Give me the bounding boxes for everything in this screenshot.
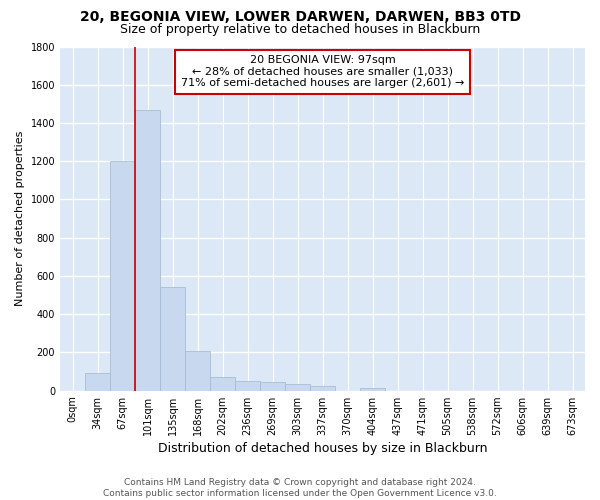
Bar [185,352,210,391]
Bar [85,372,110,390]
Bar [110,161,135,390]
Bar [285,384,310,390]
Bar [235,381,260,390]
Y-axis label: Number of detached properties: Number of detached properties [15,131,25,306]
Bar [260,382,285,390]
Bar [160,288,185,391]
Bar [360,388,385,390]
Bar [310,386,335,390]
Text: Contains HM Land Registry data © Crown copyright and database right 2024.
Contai: Contains HM Land Registry data © Crown c… [103,478,497,498]
Bar [135,110,160,390]
X-axis label: Distribution of detached houses by size in Blackburn: Distribution of detached houses by size … [158,442,487,455]
Text: 20, BEGONIA VIEW, LOWER DARWEN, DARWEN, BB3 0TD: 20, BEGONIA VIEW, LOWER DARWEN, DARWEN, … [79,10,521,24]
Text: Size of property relative to detached houses in Blackburn: Size of property relative to detached ho… [120,22,480,36]
Text: 20 BEGONIA VIEW: 97sqm
← 28% of detached houses are smaller (1,033)
71% of semi-: 20 BEGONIA VIEW: 97sqm ← 28% of detached… [181,55,464,88]
Bar [210,378,235,390]
